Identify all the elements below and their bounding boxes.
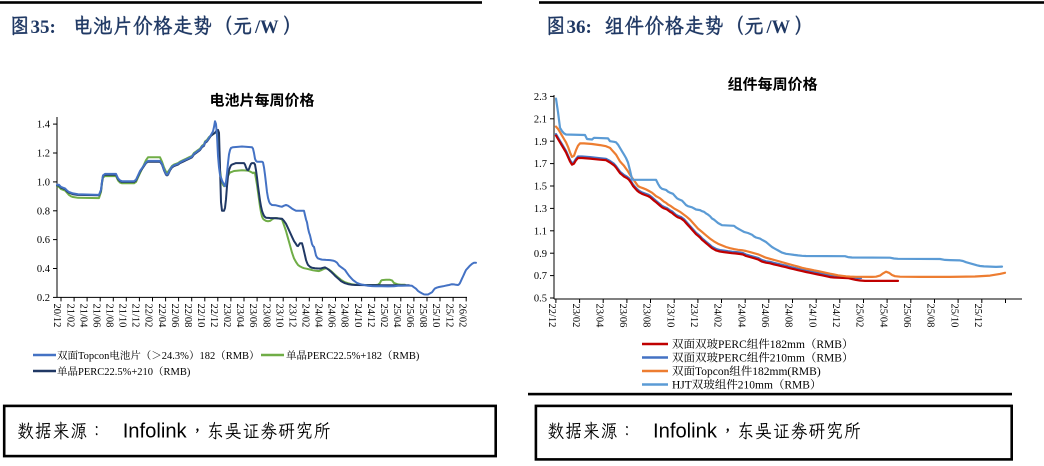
svg-text:24/04: 24/04 xyxy=(735,304,746,329)
svg-text:22/12: 22/12 xyxy=(208,304,219,328)
svg-text:25/08: 25/08 xyxy=(417,304,428,328)
svg-text:23/04: 23/04 xyxy=(234,304,245,329)
svg-text:0.7: 0.7 xyxy=(534,271,547,282)
svg-text:1.4: 1.4 xyxy=(37,120,51,131)
svg-text:1.9: 1.9 xyxy=(534,137,547,148)
svg-text:25/12: 25/12 xyxy=(443,304,454,328)
svg-text:24/06: 24/06 xyxy=(326,304,337,328)
svg-text:25/12: 25/12 xyxy=(972,304,983,328)
svg-text:RMB: RMB xyxy=(784,380,810,392)
svg-text:23/02: 23/02 xyxy=(221,304,232,328)
svg-text:Topcon: Topcon xyxy=(78,351,110,362)
svg-text:2.3: 2.3 xyxy=(534,92,547,103)
svg-text:24/02: 24/02 xyxy=(300,304,311,328)
svg-text:0.8: 0.8 xyxy=(37,206,50,217)
svg-text:PERC22.5%+210: PERC22.5%+210 xyxy=(78,367,153,378)
svg-text:24/08: 24/08 xyxy=(339,304,350,328)
svg-text:0.4: 0.4 xyxy=(37,264,51,275)
svg-text:210mm: 210mm xyxy=(770,353,805,365)
svg-text:PERC: PERC xyxy=(718,353,747,365)
svg-text:Infolink: Infolink xyxy=(123,421,188,443)
svg-text:24/12: 24/12 xyxy=(365,304,376,328)
svg-text:1.5: 1.5 xyxy=(534,182,547,193)
svg-text:/W: /W xyxy=(766,18,791,38)
svg-text:25/02: 25/02 xyxy=(378,304,389,328)
svg-text:182mm(RMB): 182mm(RMB) xyxy=(752,366,821,378)
svg-text:23/10: 23/10 xyxy=(664,304,675,328)
svg-text:24/08: 24/08 xyxy=(783,304,794,328)
svg-text:PERC22.5%+182: PERC22.5%+182 xyxy=(307,351,382,362)
svg-text:22/10: 22/10 xyxy=(195,304,206,328)
svg-text:0.5: 0.5 xyxy=(534,294,547,305)
svg-text:24/10: 24/10 xyxy=(806,304,817,328)
svg-text:182mm: 182mm xyxy=(770,339,805,351)
svg-text:23/08: 23/08 xyxy=(641,304,652,328)
svg-text:24/12: 24/12 xyxy=(830,304,841,328)
svg-text:22/06: 22/06 xyxy=(169,304,180,328)
svg-text:HJT: HJT xyxy=(672,380,692,392)
svg-text:RMB: RMB xyxy=(226,351,249,362)
svg-text:21/06: 21/06 xyxy=(90,304,101,328)
svg-text:21/02: 21/02 xyxy=(64,304,75,328)
svg-text:210mm: 210mm xyxy=(738,380,773,392)
svg-text:182: 182 xyxy=(200,351,216,362)
svg-text:25/06: 25/06 xyxy=(404,304,415,328)
svg-text:25/06: 25/06 xyxy=(901,304,912,328)
svg-text:23/10: 23/10 xyxy=(273,304,284,328)
svg-text:23/06: 23/06 xyxy=(617,304,628,328)
svg-text:23/08: 23/08 xyxy=(260,304,271,328)
svg-text:21/04: 21/04 xyxy=(77,304,88,329)
svg-text:2.1: 2.1 xyxy=(534,114,547,125)
svg-text:/W: /W xyxy=(254,18,279,38)
svg-text:RMB: RMB xyxy=(816,339,842,351)
svg-text:35:: 35: xyxy=(31,17,56,38)
svg-text:24/06: 24/06 xyxy=(759,304,770,328)
svg-text:24/10: 24/10 xyxy=(352,304,363,328)
svg-text:21/12: 21/12 xyxy=(130,304,141,328)
svg-text:0.2: 0.2 xyxy=(37,293,50,304)
svg-text:24.3%: 24.3% xyxy=(162,351,189,362)
svg-text:22/12: 22/12 xyxy=(546,304,557,328)
svg-text:23/12: 23/12 xyxy=(287,304,298,328)
svg-text:0.9: 0.9 xyxy=(534,249,547,260)
svg-text:24/02: 24/02 xyxy=(712,304,723,328)
svg-text:RMB): RMB) xyxy=(393,351,420,362)
svg-text:23/06: 23/06 xyxy=(247,304,258,328)
svg-text:20/12: 20/12 xyxy=(51,304,62,328)
svg-text:1.2: 1.2 xyxy=(37,149,50,160)
svg-text:Topcon: Topcon xyxy=(695,366,730,378)
svg-text:1.7: 1.7 xyxy=(534,159,547,170)
svg-text:24/04: 24/04 xyxy=(313,304,324,329)
svg-text:23/04: 23/04 xyxy=(593,304,604,329)
svg-text:36:: 36: xyxy=(567,17,592,38)
svg-text:1.3: 1.3 xyxy=(534,204,547,215)
svg-text:22/04: 22/04 xyxy=(156,304,167,329)
svg-text:1.0: 1.0 xyxy=(37,178,50,189)
svg-text:PERC: PERC xyxy=(718,339,747,351)
svg-text:25/08: 25/08 xyxy=(925,304,936,328)
svg-text:25/04: 25/04 xyxy=(391,304,402,329)
svg-text:21/10: 21/10 xyxy=(117,304,128,328)
svg-text:25/10: 25/10 xyxy=(430,304,441,328)
svg-text:Infolink: Infolink xyxy=(653,421,718,443)
svg-text:26/02: 26/02 xyxy=(456,304,467,328)
svg-text:RMB: RMB xyxy=(816,353,842,365)
svg-text:23/12: 23/12 xyxy=(688,304,699,328)
svg-text:25/04: 25/04 xyxy=(877,304,888,329)
svg-text:21/08: 21/08 xyxy=(104,304,115,328)
svg-text:23/02: 23/02 xyxy=(570,304,581,328)
svg-text:25/10: 25/10 xyxy=(948,304,959,328)
svg-text:RMB): RMB) xyxy=(164,367,191,378)
svg-text:25/02: 25/02 xyxy=(854,304,865,328)
svg-text:22/02: 22/02 xyxy=(143,304,154,328)
svg-text:22/08: 22/08 xyxy=(182,304,193,328)
svg-text:1.1: 1.1 xyxy=(534,226,547,237)
svg-text:0.6: 0.6 xyxy=(37,235,50,246)
